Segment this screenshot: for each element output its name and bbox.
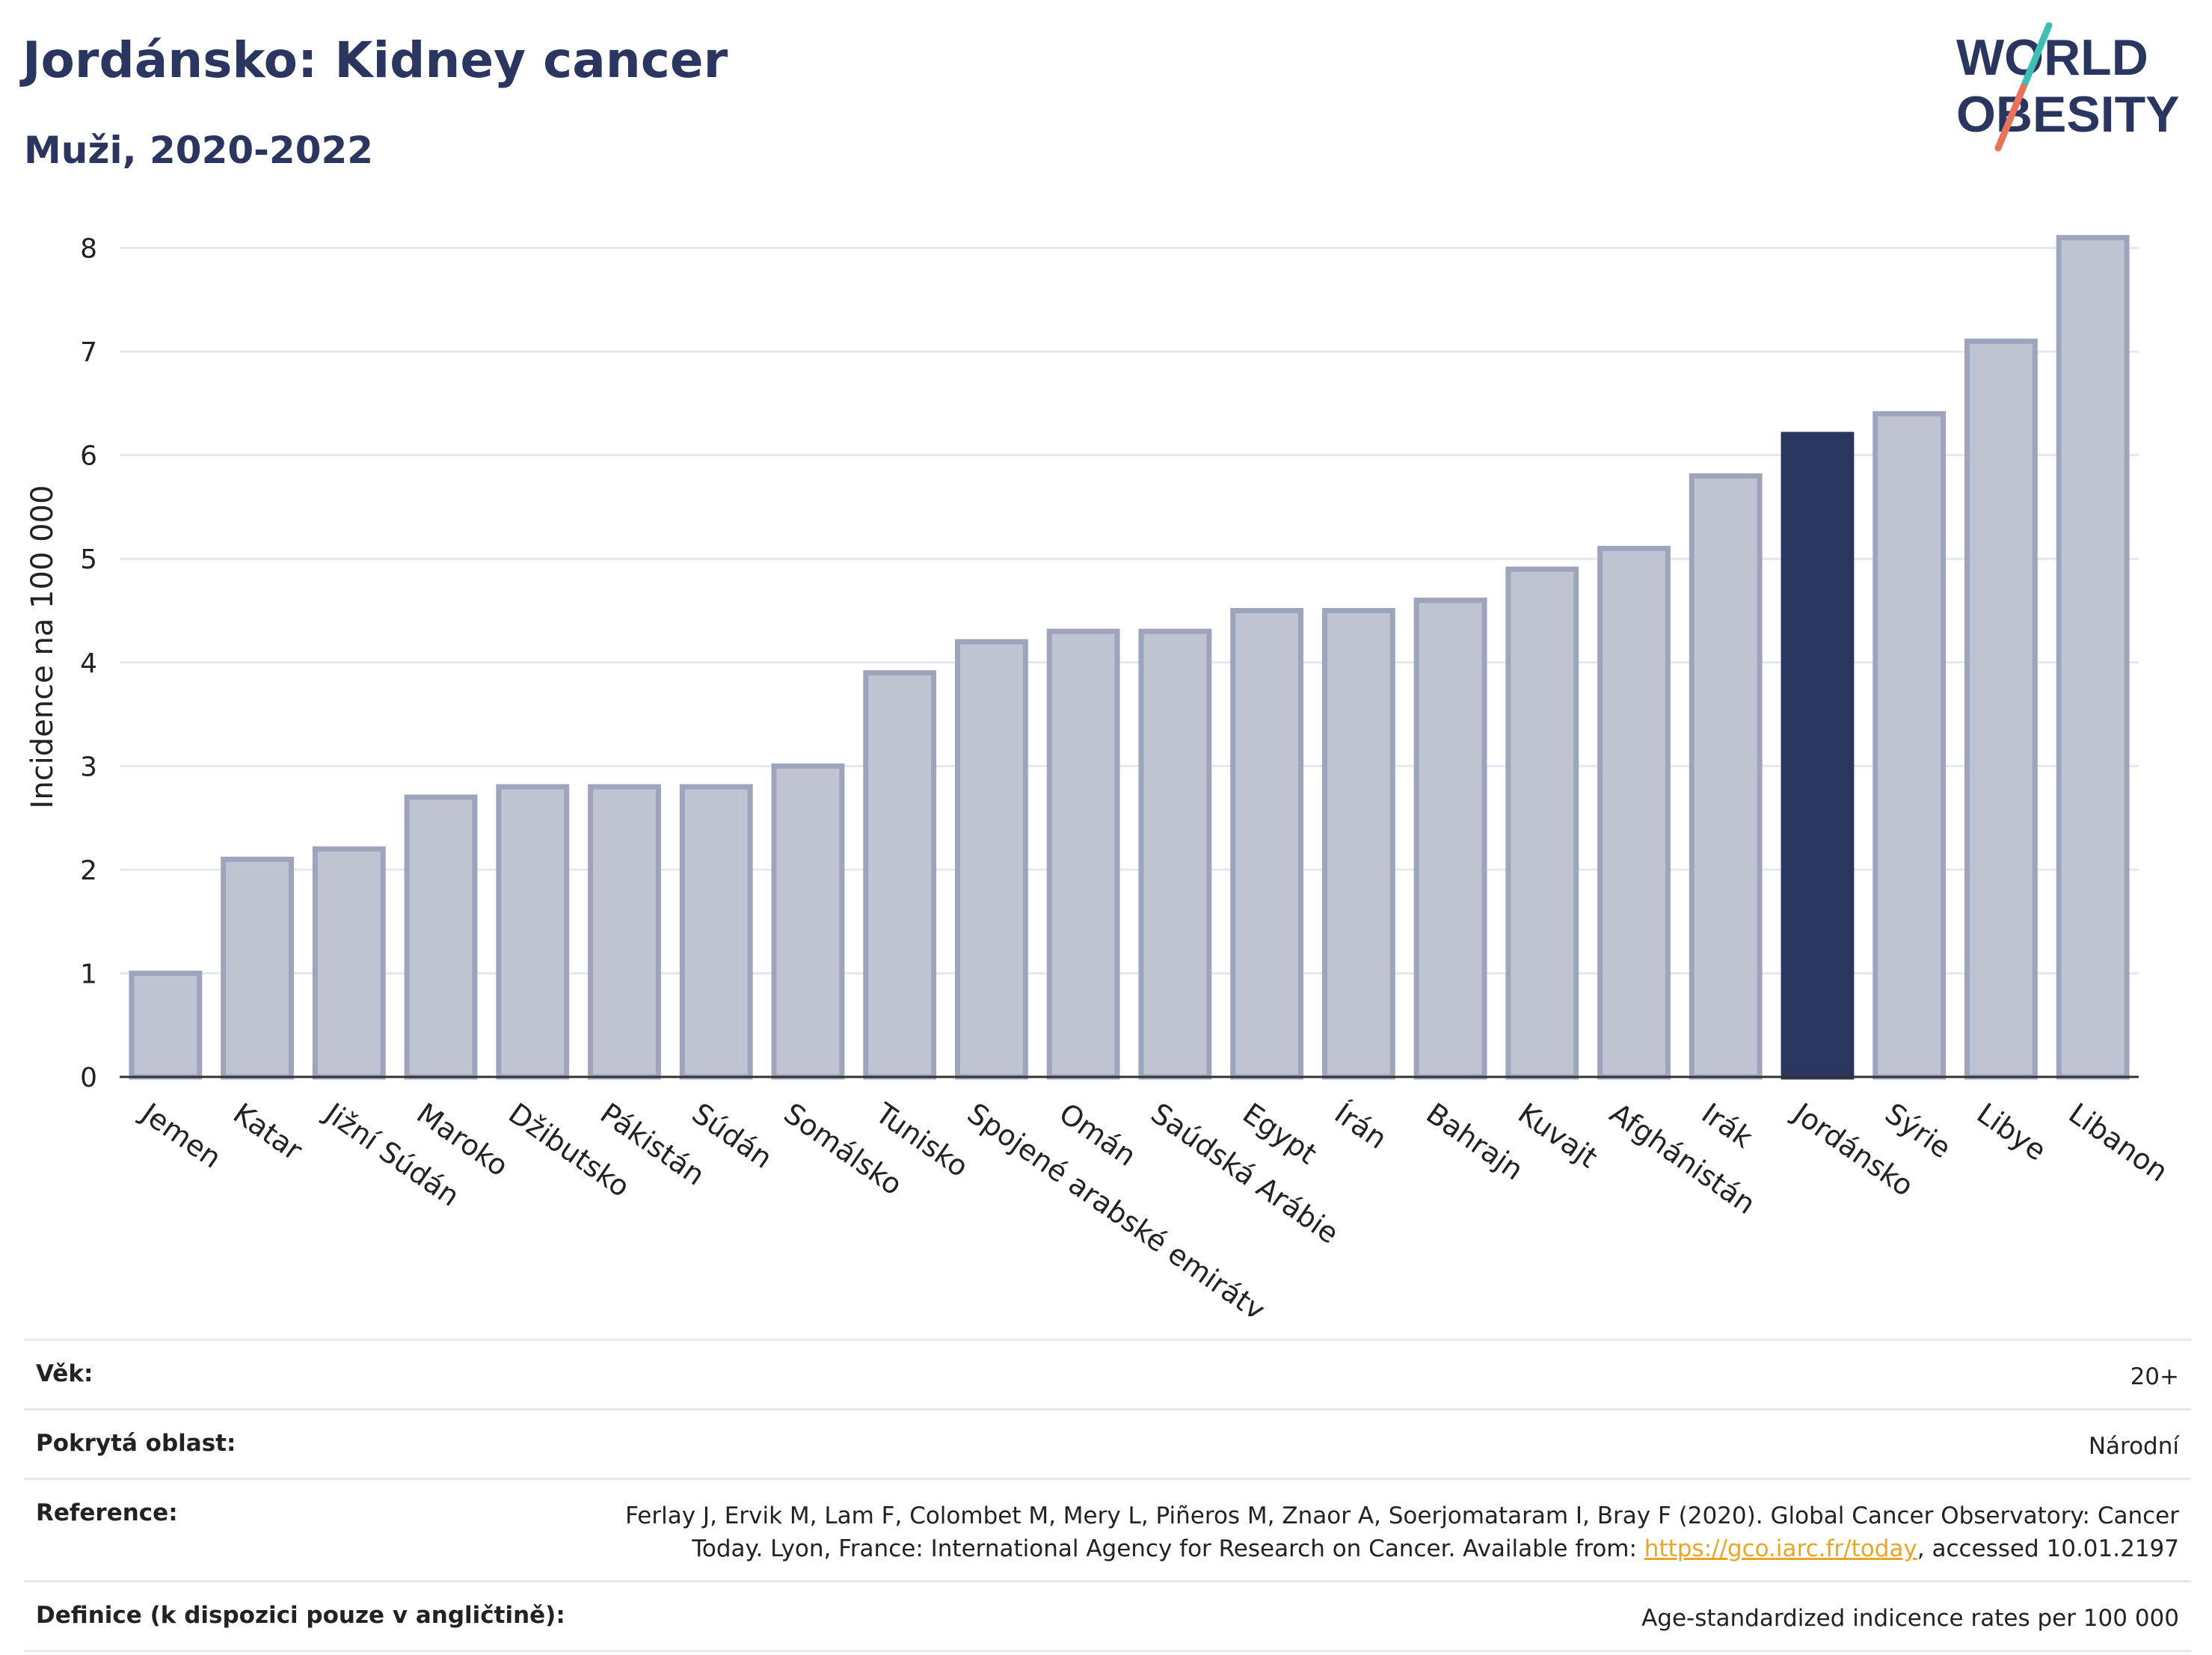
reference-value: Ferlay J, Ervik M, Lam F, Colombet M, Me…	[625, 1499, 2179, 1565]
x-tick-labels: Jemen Katar Jižní SúdánMarokoDžibutskoPáki…	[135, 1096, 2174, 1316]
bar-7	[771, 763, 845, 1080]
y-tick-label: 5	[80, 544, 97, 575]
y-tick-label: 7	[80, 337, 97, 368]
bar-8	[863, 670, 937, 1080]
bar-4	[496, 784, 570, 1080]
info-row-reference: Reference: Ferlay J, Ervik M, Lam F, Col…	[24, 1478, 2191, 1580]
x-tick-label: Libanon	[2062, 1096, 2174, 1188]
bar-21	[2056, 235, 2130, 1080]
chart-title: Jordánsko: Kidney cancer	[22, 31, 728, 89]
logo-line1: WORLD	[1956, 29, 2148, 86]
y-axis-label: Incidence na 100 000	[25, 485, 60, 809]
bar-16	[1597, 545, 1671, 1080]
reference-line2-post: , accessed 10.01.2197	[1917, 1535, 2179, 1562]
reference-line1: Ferlay J, Ervik M, Lam F, Colombet M, Me…	[625, 1502, 2179, 1529]
bar-1	[221, 856, 295, 1080]
area-label: Pokrytá oblast:	[36, 1430, 236, 1457]
info-row-area: Pokrytá oblast: Národní	[24, 1408, 2191, 1478]
y-tick-label: 0	[80, 1063, 97, 1093]
bar-20	[1964, 338, 2038, 1080]
age-value: 20+	[2130, 1363, 2179, 1390]
reference-label: Reference:	[36, 1499, 178, 1526]
info-row-definition: Definice (k dispozici pouze v angličtině…	[24, 1580, 2191, 1652]
x-tick-label: Írán	[1329, 1096, 1393, 1155]
chart-subtitle: Muži, 2020-2022	[24, 129, 374, 172]
bar-2	[312, 846, 386, 1080]
x-tick-label: Sýrie	[1879, 1096, 1957, 1164]
bar-5	[588, 784, 661, 1080]
x-tick-label: Jemen	[135, 1096, 227, 1174]
bar-3	[404, 794, 478, 1080]
x-tick-label: Bahrajn	[1420, 1096, 1529, 1186]
x-tick-label: Libye	[1971, 1096, 2053, 1167]
bars	[129, 235, 2130, 1080]
area-value: Národní	[2088, 1433, 2179, 1460]
bar-17	[1689, 473, 1763, 1080]
bar-6	[679, 784, 753, 1080]
y-tick-label: 3	[80, 752, 97, 782]
y-tick-labels: 0 1 2 3 4 5 6 7 8	[80, 234, 97, 1093]
x-tick-label: Irák	[1696, 1096, 1759, 1154]
y-tick-label: 2	[80, 856, 97, 886]
bar-13	[1321, 608, 1395, 1080]
bar-18	[1781, 432, 1855, 1080]
logo-accent-teal	[2020, 22, 2053, 90]
bar-14	[1413, 598, 1487, 1080]
world-obesity-logo: WORLD OBESITY	[1956, 22, 2180, 152]
bar-chart: 0 1 2 3 4 5 6 7 8 Jemen Katar Jižní SúdánMarokoDži…	[25, 234, 2174, 1316]
y-tick-label: 6	[80, 441, 97, 472]
y-tick-label: 8	[80, 234, 97, 265]
y-tick-label: 4	[80, 648, 97, 679]
bar-10	[1046, 628, 1120, 1080]
info-table: Věk: 20+ Pokrytá oblast: Národní Referen…	[24, 1339, 2191, 1652]
reference-line2-pre: Today. Lyon, France: International Agenc…	[692, 1535, 1644, 1562]
bar-0	[129, 970, 203, 1080]
logo-line2: OBESITY	[1956, 86, 2180, 143]
bar-11	[1138, 628, 1212, 1080]
definition-label: Definice (k dispozici pouze v angličtině…	[36, 1602, 565, 1629]
bar-12	[1230, 608, 1303, 1080]
logo-accent-coral	[1994, 83, 2027, 152]
bar-19	[1872, 411, 1947, 1080]
x-tick-label: Katar	[227, 1096, 309, 1167]
reference-link[interactable]: https://gco.iarc.fr/today	[1644, 1535, 1917, 1562]
age-label: Věk:	[36, 1360, 93, 1387]
info-row-age: Věk: 20+	[24, 1339, 2191, 1408]
bar-15	[1505, 566, 1579, 1080]
y-tick-label: 1	[80, 959, 97, 989]
bar-9	[955, 639, 1028, 1080]
definition-value: Age-standardized indicence rates per 100…	[1641, 1605, 2179, 1632]
